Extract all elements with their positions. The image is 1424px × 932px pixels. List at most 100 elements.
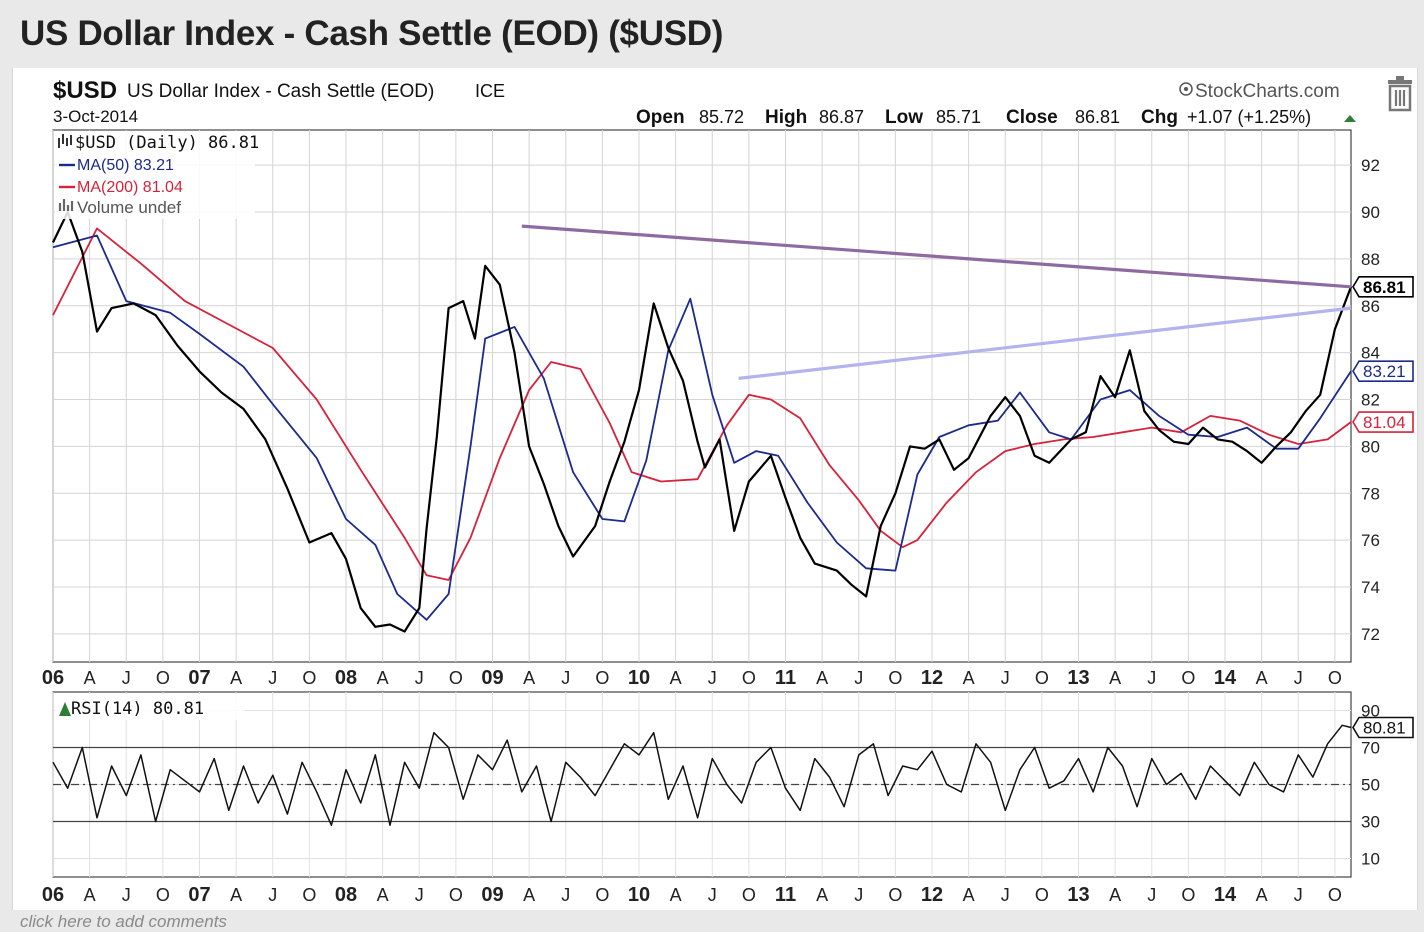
open-value: 85.72 (699, 107, 744, 127)
price-y-tick-label: 76 (1361, 531, 1380, 550)
x-tick-label: A (816, 668, 828, 688)
x-tick-label: A (1256, 885, 1268, 905)
legend-price: $USD (Daily) 86.81 (75, 133, 259, 153)
x-tick-label: A (963, 885, 975, 905)
last-value-box (1352, 275, 1414, 298)
x-tick-label: J (561, 885, 570, 905)
rsi-last-value: 80.81 (1352, 716, 1414, 739)
x-tick-label: 14 (1214, 667, 1237, 689)
rsi-legend: RSI(14) 80.81 (55, 694, 245, 720)
x-tick-label: 10 (628, 884, 650, 906)
last-value--usd: 86.81 (1352, 275, 1414, 298)
x-tick-label: J (1294, 668, 1303, 688)
price-legend: $USD (Daily) 86.81 MA(50) 83.21 MA(200) … (55, 131, 259, 219)
close-value: 86.81 (1075, 107, 1120, 127)
x-tick-label: O (1181, 668, 1195, 688)
rsi-legend-text: RSI(14) 80.81 (71, 699, 204, 719)
chg-value: +1.07 (+1.25%) (1187, 107, 1311, 127)
x-tick-label: 10 (628, 667, 650, 689)
x-tick-label: A (1109, 885, 1121, 905)
x-tick-label: J (415, 668, 424, 688)
open-label: Open (636, 107, 685, 128)
x-tick-label: O (302, 885, 316, 905)
series-support-trendline (738, 306, 1352, 380)
x-tick-label: A (523, 668, 535, 688)
x-tick-label: 09 (481, 667, 503, 689)
rsi-icon (59, 702, 71, 716)
x-tick-label: 14 (1214, 884, 1237, 906)
x-tick-label: A (816, 885, 828, 905)
x-tick-label: J (1147, 885, 1156, 905)
chart-panel: $USD US Dollar Index - Cash Settle (EOD)… (12, 68, 1418, 910)
x-tick-label: 06 (42, 667, 64, 689)
series-ma-50 (52, 234, 1352, 621)
price-y-axis: 72 74 76 78 80 82 84 86 88 90 92 86.81 83.21 81.04 (1352, 156, 1414, 644)
price-grid (52, 130, 1351, 662)
x-tick-label: 07 (188, 884, 210, 906)
x-tick-label: 12 (921, 667, 943, 689)
ohlc-icon (58, 134, 72, 148)
x-tick-label: 13 (1067, 667, 1089, 689)
last-value-box (1352, 716, 1414, 739)
rsi-x-axis: 06 A J O 07 A J O 08 A J O 09 A J O 10 A J O 11 A J O 12 A J O 13 A J O… (42, 884, 1342, 906)
rsi-series-layer (52, 724, 1352, 826)
last-value-text: 83.21 (1363, 362, 1406, 381)
x-tick-label: A (377, 668, 389, 688)
x-tick-label: O (156, 668, 170, 688)
x-tick-label: J (708, 885, 717, 905)
x-tick-label: 07 (188, 667, 210, 689)
x-tick-label: A (670, 668, 682, 688)
add-comments-link[interactable]: click here to add comments (20, 912, 227, 931)
x-tick-label: O (156, 885, 170, 905)
rsi-y-tick-label: 90 (1361, 702, 1380, 721)
x-tick-label: O (595, 668, 609, 688)
x-tick-label: O (302, 668, 316, 688)
x-tick-label: A (230, 668, 242, 688)
x-tick-label: 12 (921, 884, 943, 906)
x-tick-label: 06 (42, 884, 64, 906)
x-tick-label: O (888, 668, 902, 688)
x-tick-label: J (268, 668, 277, 688)
rsi-y-tick-label: 70 (1361, 739, 1380, 758)
trash-icon[interactable] (1386, 76, 1414, 112)
x-tick-label: A (230, 885, 242, 905)
x-tick-label: O (1328, 885, 1342, 905)
x-tick-label: O (1181, 885, 1195, 905)
x-tick-label: O (595, 885, 609, 905)
price-y-tick-label: 86 (1361, 297, 1380, 316)
x-tick-label: O (1328, 668, 1342, 688)
x-tick-label: O (449, 668, 463, 688)
chart-symbol: $USD (53, 77, 117, 104)
close-label: Close (1006, 107, 1058, 128)
chart-svg: $USD US Dollar Index - Cash Settle (EOD)… (42, 77, 1414, 906)
x-tick-label: J (1001, 885, 1010, 905)
low-label: Low (885, 107, 923, 128)
last-value-text: 80.81 (1363, 719, 1406, 738)
watermark: StockCharts.com (1195, 81, 1340, 102)
x-tick-label: J (415, 885, 424, 905)
x-tick-label: A (963, 668, 975, 688)
legend-ma50: MA(50) 83.21 (77, 157, 174, 174)
page-title: US Dollar Index - Cash Settle (EOD) ($US… (20, 14, 724, 53)
last-value-ma-200: 81.04 (1352, 411, 1414, 433)
last-value-text: 86.81 (1363, 278, 1406, 297)
price-y-tick-label: 92 (1361, 156, 1380, 175)
rsi-y-tick-label: 10 (1361, 850, 1380, 869)
x-tick-label: A (84, 668, 96, 688)
x-tick-label: O (742, 885, 756, 905)
x-tick-label: J (854, 885, 863, 905)
x-tick-label: O (449, 885, 463, 905)
x-tick-label: A (670, 885, 682, 905)
x-tick-label: O (1035, 668, 1049, 688)
x-tick-label: J (122, 668, 131, 688)
last-value-text: 81.04 (1363, 413, 1406, 432)
series--usd-daily (52, 210, 1353, 633)
price-series-layer (52, 210, 1353, 633)
x-tick-label: 13 (1067, 884, 1089, 906)
series-ma-200 (52, 227, 1352, 581)
legend-ma200: MA(200) 81.04 (77, 179, 183, 196)
price-y-tick-label: 80 (1361, 437, 1380, 456)
last-value-ma-50: 83.21 (1352, 360, 1414, 382)
last-value-box (1352, 411, 1414, 433)
x-tick-label: J (561, 668, 570, 688)
